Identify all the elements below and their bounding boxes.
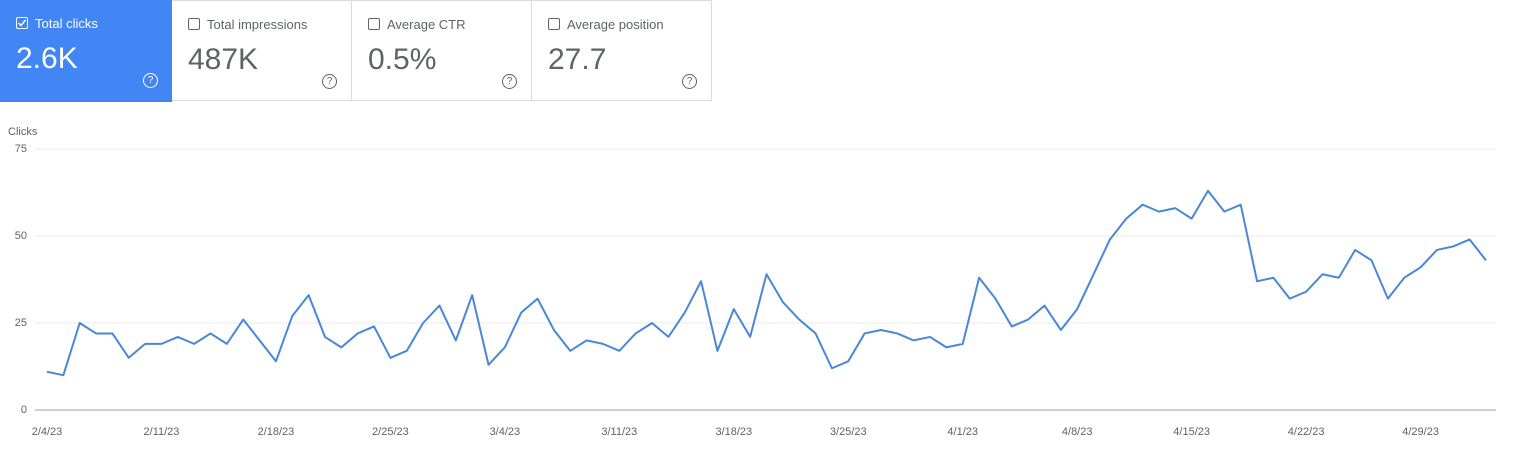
x-tick-label: 2/11/23: [144, 426, 180, 438]
metric-cards: Total clicks 2.6K? Total impressions 487K? A…: [0, 0, 712, 102]
metric-value: 0.5%: [368, 43, 437, 76]
x-tick-label: 3/18/23: [715, 426, 752, 438]
x-tick-label: 4/22/23: [1288, 426, 1325, 438]
metric-label: Average CTR: [387, 17, 466, 32]
y-tick-label: 25: [15, 317, 27, 329]
metric-label: Total impressions: [207, 17, 308, 32]
x-tick-label: 4/8/23: [1062, 426, 1093, 438]
x-tick-label: 4/1/23: [947, 426, 978, 438]
checkbox[interactable]: [548, 18, 560, 30]
checkbox[interactable]: [188, 18, 200, 30]
y-tick-label: 50: [15, 230, 27, 242]
metric-value: 27.7: [548, 43, 607, 76]
x-tick-label: 4/15/23: [1173, 426, 1210, 438]
x-tick-label: 3/4/23: [490, 426, 521, 438]
metric-label: Average position: [567, 17, 664, 32]
metric-card[interactable]: Total clicks 2.6K?: [0, 0, 172, 102]
help-icon[interactable]: ?: [682, 74, 697, 89]
help-icon[interactable]: ?: [502, 74, 517, 89]
y-tick-label: 0: [21, 404, 27, 416]
checkbox[interactable]: [16, 17, 28, 29]
help-icon[interactable]: ?: [322, 74, 337, 89]
x-tick-label: 2/18/23: [258, 426, 295, 438]
data-line: [46, 189, 1487, 377]
checkbox[interactable]: [368, 18, 380, 30]
y-tick-label: 75: [15, 143, 27, 155]
x-tick-label: 3/25/23: [830, 426, 867, 438]
x-tick-label: 4/29/23: [1402, 426, 1439, 438]
y-axis-label: Clicks: [8, 126, 38, 138]
check-mark: [17, 19, 27, 27]
x-tick-label: 2/25/23: [372, 426, 409, 438]
metric-value: 487K: [188, 43, 259, 76]
x-tick-label: 3/11/23: [601, 426, 637, 438]
metric-card[interactable]: Average CTR 0.5%?: [352, 0, 532, 101]
metric-card[interactable]: Average position 27.7?: [532, 0, 712, 101]
help-icon[interactable]: ?: [143, 73, 158, 88]
metric-label: Total clicks: [35, 16, 98, 31]
metric-card[interactable]: Total impressions 487K?: [172, 0, 352, 101]
metric-value: 2.6K: [16, 42, 78, 75]
x-tick-label: 2/4/23: [32, 426, 63, 438]
